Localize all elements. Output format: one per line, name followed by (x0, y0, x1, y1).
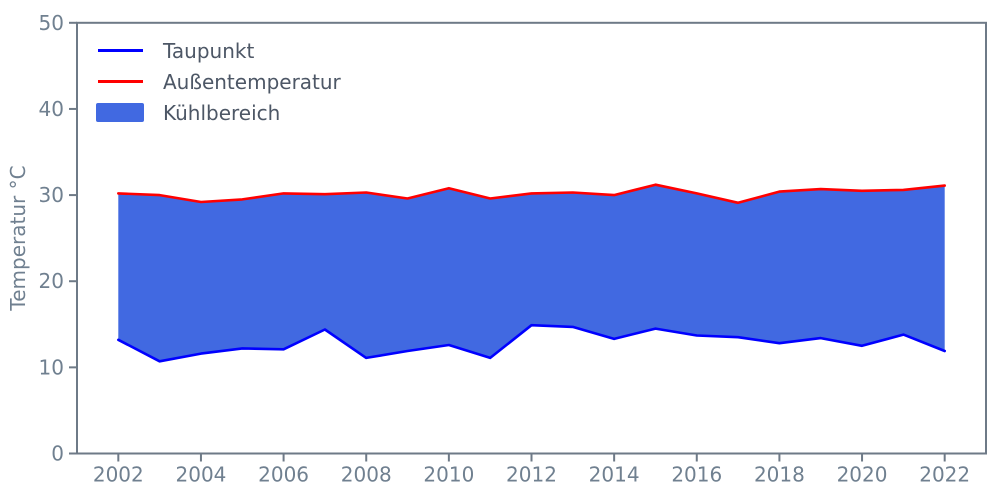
aussentemperatur-line-swatch (96, 80, 144, 83)
x-tick-label: 2022 (919, 463, 970, 487)
y-tick-label: 30 (39, 183, 64, 207)
taupunkt-line (117, 323, 947, 363)
kuehlbereich-fill-area (118, 184, 945, 362)
aussentemperatur-line (117, 183, 947, 205)
x-tick-label: 2002 (93, 463, 144, 487)
legend-label-taupunkt: Taupunkt (163, 38, 255, 63)
y-tick-label: 0 (51, 442, 64, 466)
y-tick-label: 10 (39, 355, 64, 379)
x-tick-label: 2018 (754, 463, 805, 487)
legend-label-aussentemperatur: Außentemperatur (163, 69, 341, 94)
kuehlbereich-patch-swatch (96, 103, 144, 122)
x-tick-label: 2016 (671, 463, 722, 487)
x-tick-label: 2010 (423, 463, 474, 487)
y-tick-label: 40 (39, 97, 64, 121)
legend-item-taupunkt: Taupunkt (96, 35, 341, 66)
taupunkt-line-swatch (96, 49, 144, 52)
legend-item-aussentemperatur: Außentemperatur (96, 66, 341, 97)
legend-item-kuehlbereich: Kühlbereich (96, 97, 341, 128)
x-tick-label: 2020 (837, 463, 888, 487)
x-tick-label: 2014 (589, 463, 640, 487)
legend: Taupunkt Außentemperatur Kühlbereich (96, 35, 341, 128)
y-axis-label: Temperatur °C (6, 165, 30, 311)
y-tick-label: 20 (39, 269, 64, 293)
x-tick-label: 2004 (176, 463, 227, 487)
legend-label-kuehlbereich: Kühlbereich (163, 100, 281, 125)
x-tick-label: 2008 (341, 463, 392, 487)
y-tick-label: 50 (39, 11, 64, 35)
x-tick-label: 2006 (258, 463, 309, 487)
x-tick-label: 2012 (506, 463, 557, 487)
